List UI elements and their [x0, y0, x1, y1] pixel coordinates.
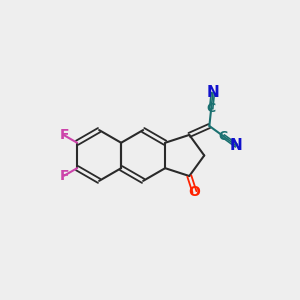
Text: N: N: [230, 138, 243, 153]
Text: C: C: [207, 102, 216, 115]
Text: N: N: [206, 85, 219, 100]
Text: F: F: [59, 128, 69, 142]
Text: C: C: [219, 130, 228, 143]
Text: F: F: [59, 169, 69, 183]
Text: O: O: [188, 185, 200, 199]
